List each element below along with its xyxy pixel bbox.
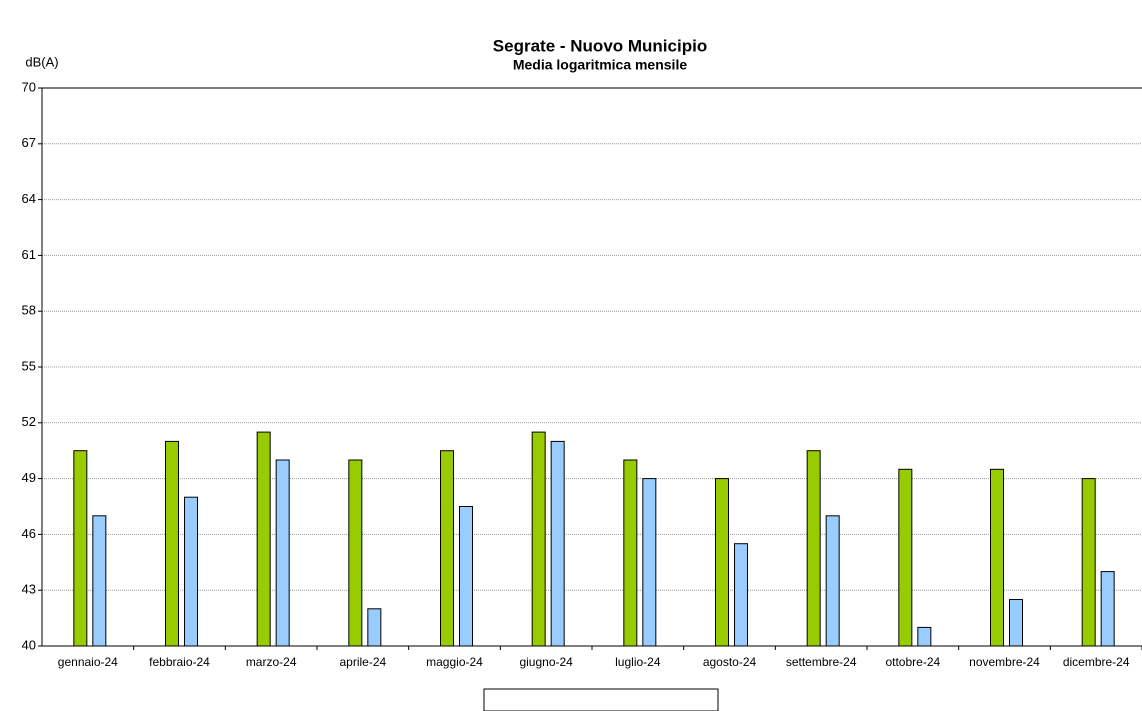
x-tick-label: gennaio-24 (58, 655, 118, 669)
bar (92, 515, 107, 647)
y-tick-label: 64 (22, 191, 36, 206)
bar (440, 450, 454, 647)
bar (165, 440, 179, 647)
y-tick-label: 67 (22, 135, 36, 150)
x-tick-label: marzo-24 (246, 655, 297, 669)
legend-box (483, 688, 719, 711)
x-tick-label: settembre-24 (786, 655, 857, 669)
chart-title: Segrate - Nuovo Municipio (493, 36, 707, 55)
y-axis-label: dB(A) (25, 54, 58, 69)
bar (256, 431, 271, 647)
chart-subtitle: Media logaritmica mensile (513, 57, 687, 73)
bar (184, 496, 198, 647)
bar (73, 450, 88, 647)
x-tick-label: novembre-24 (969, 655, 1040, 669)
bar (550, 440, 565, 647)
bar (1081, 478, 1096, 647)
y-tick-label: 55 (22, 358, 36, 373)
y-tick-label: 70 (22, 79, 36, 94)
bar (898, 468, 913, 647)
bar (1100, 571, 1115, 647)
bar (806, 450, 821, 647)
bar (531, 431, 546, 647)
y-tick-label: 58 (22, 303, 36, 318)
y-tick-label: 61 (22, 247, 36, 262)
y-tick-label: 46 (22, 526, 36, 541)
y-tick-label: 52 (22, 414, 36, 429)
bar (275, 459, 290, 647)
bar (348, 459, 363, 647)
bar (1009, 599, 1023, 647)
x-tick-label: maggio-24 (426, 655, 483, 669)
x-tick-label: aprile-24 (339, 655, 386, 669)
y-tick-label: 43 (22, 582, 36, 597)
x-tick-label: dicembre-24 (1063, 655, 1130, 669)
x-tick-label: ottobre-24 (885, 655, 940, 669)
bar (623, 459, 638, 647)
bar (917, 626, 932, 647)
bar (715, 478, 729, 647)
bar (825, 515, 840, 647)
bar (367, 608, 382, 647)
y-tick-label: 40 (22, 637, 36, 652)
bar (734, 543, 748, 647)
x-tick-label: giugno-24 (519, 655, 573, 669)
bar (459, 506, 473, 647)
bar (642, 478, 657, 647)
y-tick-label: 49 (22, 470, 36, 485)
bar (990, 468, 1004, 647)
x-tick-label: agosto-24 (703, 655, 757, 669)
x-tick-label: luglio-24 (615, 655, 661, 669)
x-tick-label: febbraio-24 (149, 655, 210, 669)
